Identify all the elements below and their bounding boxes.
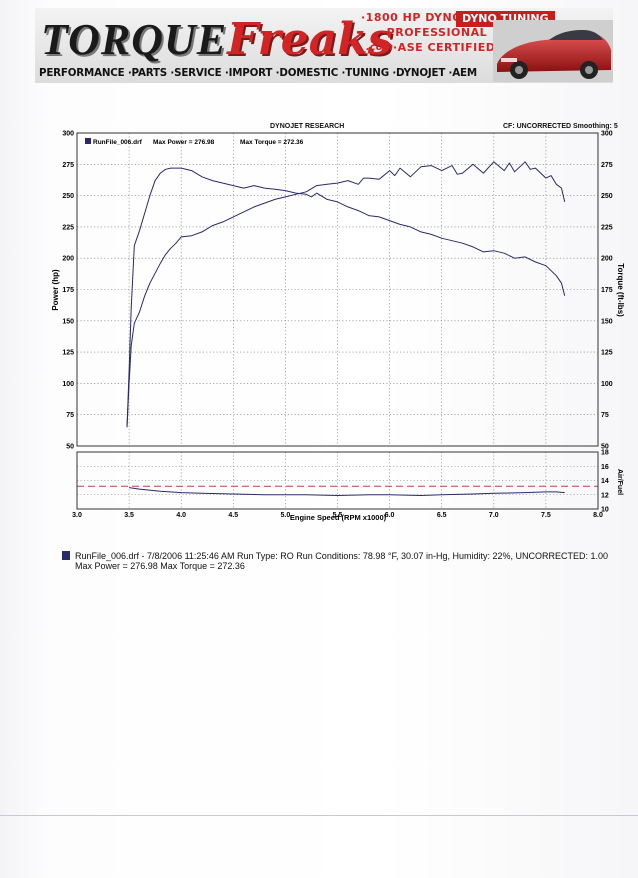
x-tick-label: 5.0: [281, 512, 291, 519]
y-tick-label-left: 275: [62, 162, 74, 169]
x-tick-label: 7.5: [541, 512, 551, 519]
afr-tick-label: 18: [601, 450, 609, 457]
x-tick-label: 6.0: [385, 512, 395, 519]
brand-main: TORQUE: [41, 15, 228, 64]
tagline-dyno: ·1800 HP DYNO: [361, 11, 463, 24]
y-tick-label-left: 200: [62, 256, 74, 263]
y-tick-label-left: 300: [62, 131, 74, 138]
x-tick-label: 3.0: [72, 512, 82, 519]
legend-max-power: Max Power = 276.98: [153, 139, 215, 146]
afr-tick-label: 10: [601, 507, 609, 514]
tagline-professional: ·PROFESSIONAL: [382, 26, 488, 39]
y-tick-label-right: 75: [601, 412, 609, 419]
y-tick-label-left: 100: [62, 381, 74, 388]
brand-logo: TORQUEFreaks: [41, 14, 393, 65]
footer-swatch: [62, 551, 70, 560]
footer-max-values: Max Power = 276.98 Max Torque = 272.36: [75, 561, 245, 571]
x-tick-label: 7.0: [489, 512, 499, 519]
series-line-afr: [129, 487, 565, 497]
y-tick-label-right: 50: [601, 444, 609, 451]
y-axis-right-label: Torque (ft-lbs): [616, 263, 625, 317]
y-tick-label-right: 275: [601, 162, 613, 169]
y-tick-label-right: 100: [601, 381, 613, 388]
x-tick-label: 3.5: [124, 512, 134, 519]
sports-car-image: [493, 20, 613, 82]
y-tick-label-left: 50: [66, 444, 74, 451]
y-tick-label-right: 200: [601, 256, 613, 263]
y-tick-label-left: 150: [62, 318, 74, 325]
series-layer: [126, 161, 566, 497]
x-tick-label: 4.0: [176, 512, 186, 519]
services-strip: PERFORMANCE ·PARTS ·SERVICE ·IMPORT ·DOM…: [39, 67, 477, 79]
y-tick-label-right: 250: [601, 193, 613, 200]
tagline-ase: ·ASE CERTIFIED: [393, 41, 496, 54]
afr-plot-frame: [76, 451, 599, 510]
x-tick-label: 4.5: [228, 512, 238, 519]
y-tick-label-right: 175: [601, 287, 613, 294]
dyno-chart: 3.0 3.5 4.0 4.5 5.0 5.5 6.0 6.5 7.0 7.5 8.0 50 75 75 1…: [51, 131, 625, 523]
series-line-power: [126, 161, 566, 428]
main-plot-frame: [76, 132, 599, 447]
afr-tick-label: 16: [601, 464, 609, 471]
y-tick-label-right: 300: [601, 131, 613, 138]
y-tick-label-left: 75: [66, 412, 74, 419]
afr-axis-label: Air/Fuel: [616, 469, 623, 495]
legend-max-torque: Max Torque = 272.36: [240, 139, 304, 146]
brand-suffix: .com: [366, 42, 394, 53]
chart-correction-note: CF: UNCORRECTED Smoothing: 5: [503, 123, 618, 130]
y-tick-label-left: 175: [62, 287, 74, 294]
series-line-torque: [126, 167, 566, 428]
torquefreaks-banner: TORQUEFreaks .com ·1800 HP DYNO ·PROFESS…: [35, 8, 613, 83]
chart-title: DYNOJET RESEARCH: [270, 123, 345, 130]
y-tick-label-right: 150: [601, 318, 613, 325]
y-tick-label-left: 250: [62, 193, 74, 200]
afr-tick-label: 14: [601, 478, 609, 485]
x-tick-label: 8.0: [593, 512, 603, 519]
y-tick-label-right: 125: [601, 350, 613, 357]
labels-layer: 3.0 3.5 4.0 4.5 5.0 5.5 6.0 6.5 7.0 7.5 8.0 50 75 75 1…: [62, 131, 612, 520]
afr-plot-grid: [76, 452, 599, 509]
legend-swatch: [85, 138, 91, 144]
brand-accent: Freaks: [227, 14, 393, 65]
y-tick-label-right: 225: [601, 224, 613, 231]
legend-file: RunFile_006.drf: [93, 139, 143, 146]
y-axis-left-label: Power (hp): [51, 269, 60, 311]
x-axis-label: Engine Speed (RPM x1000): [290, 513, 387, 522]
paper-edge: [0, 815, 638, 816]
y-tick-label-left: 225: [62, 224, 74, 231]
afr-tick-label: 12: [601, 492, 609, 499]
footer-run-info: RunFile_006.drf - 7/8/2006 11:25:46 AM R…: [75, 551, 609, 561]
y-tick-label-left: 125: [62, 350, 74, 357]
x-tick-label: 6.5: [437, 512, 447, 519]
x-tick-label: 5.5: [333, 512, 343, 519]
